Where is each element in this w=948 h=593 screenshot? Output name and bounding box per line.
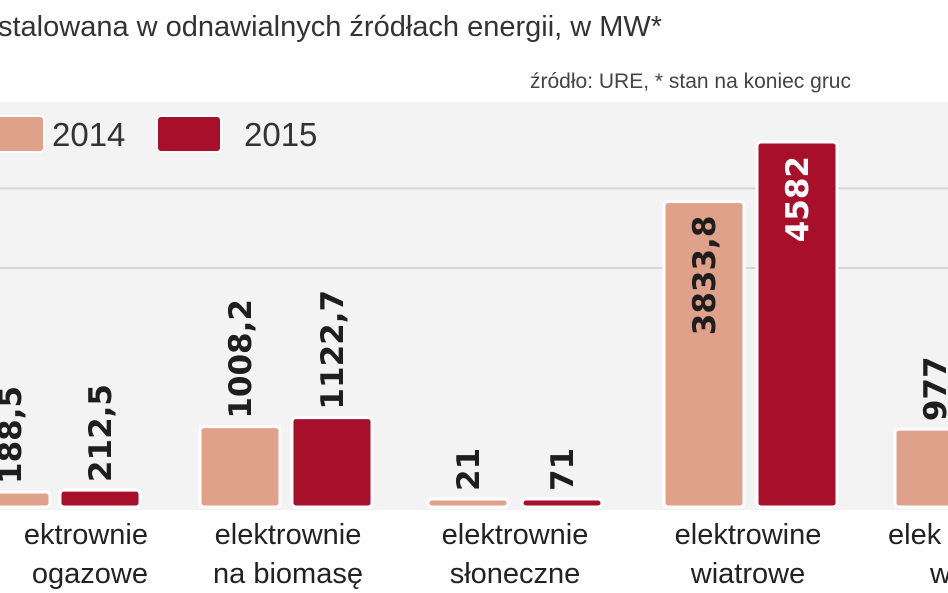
category-label: elektrownie — [215, 519, 362, 551]
bar-2014-2 — [426, 497, 510, 509]
value-label: 71 — [545, 448, 581, 491]
legend-swatch-2014 — [0, 115, 45, 153]
category-label: elektrownie — [442, 519, 589, 551]
bar-2014-3 — [662, 200, 746, 509]
category-label: na biomasę — [213, 558, 363, 590]
category-label: elek — [888, 519, 942, 551]
chart-title: stalowana w odnawialnych źródłach energi… — [0, 11, 662, 43]
legend-swatch-2015 — [156, 115, 222, 153]
category-label: ogazowe — [32, 558, 148, 590]
bar-2015-1 — [290, 416, 374, 509]
value-label: 3833,8 — [687, 216, 723, 336]
category-label: wiatrowe — [690, 558, 805, 590]
value-label: 1008,2 — [223, 299, 259, 419]
category-label: słoneczne — [450, 558, 581, 590]
value-label: 1122,7 — [315, 290, 351, 410]
bar-2015-0 — [58, 488, 142, 509]
category-label: ektrownie — [24, 519, 148, 551]
legend-label-2015: 2015 — [244, 116, 317, 153]
value-label: 21 — [451, 448, 487, 491]
bar-2014-1 — [198, 425, 282, 509]
legend-label-2014: 2014 — [52, 116, 125, 153]
source-note: źródło: URE, * stan na koniec gruc — [530, 70, 851, 93]
bar-2014-4 — [893, 427, 948, 509]
bar-2015-3 — [755, 140, 839, 509]
bar-2014-0 — [0, 490, 52, 509]
value-label: 977 — [918, 356, 948, 421]
category-label: elektrowine — [675, 519, 822, 551]
value-label: 4582 — [780, 156, 816, 242]
bar-2015-2 — [520, 497, 604, 509]
value-label: 188,5 — [0, 386, 29, 484]
category-label: w — [929, 558, 948, 590]
value-label: 212,5 — [83, 384, 119, 482]
